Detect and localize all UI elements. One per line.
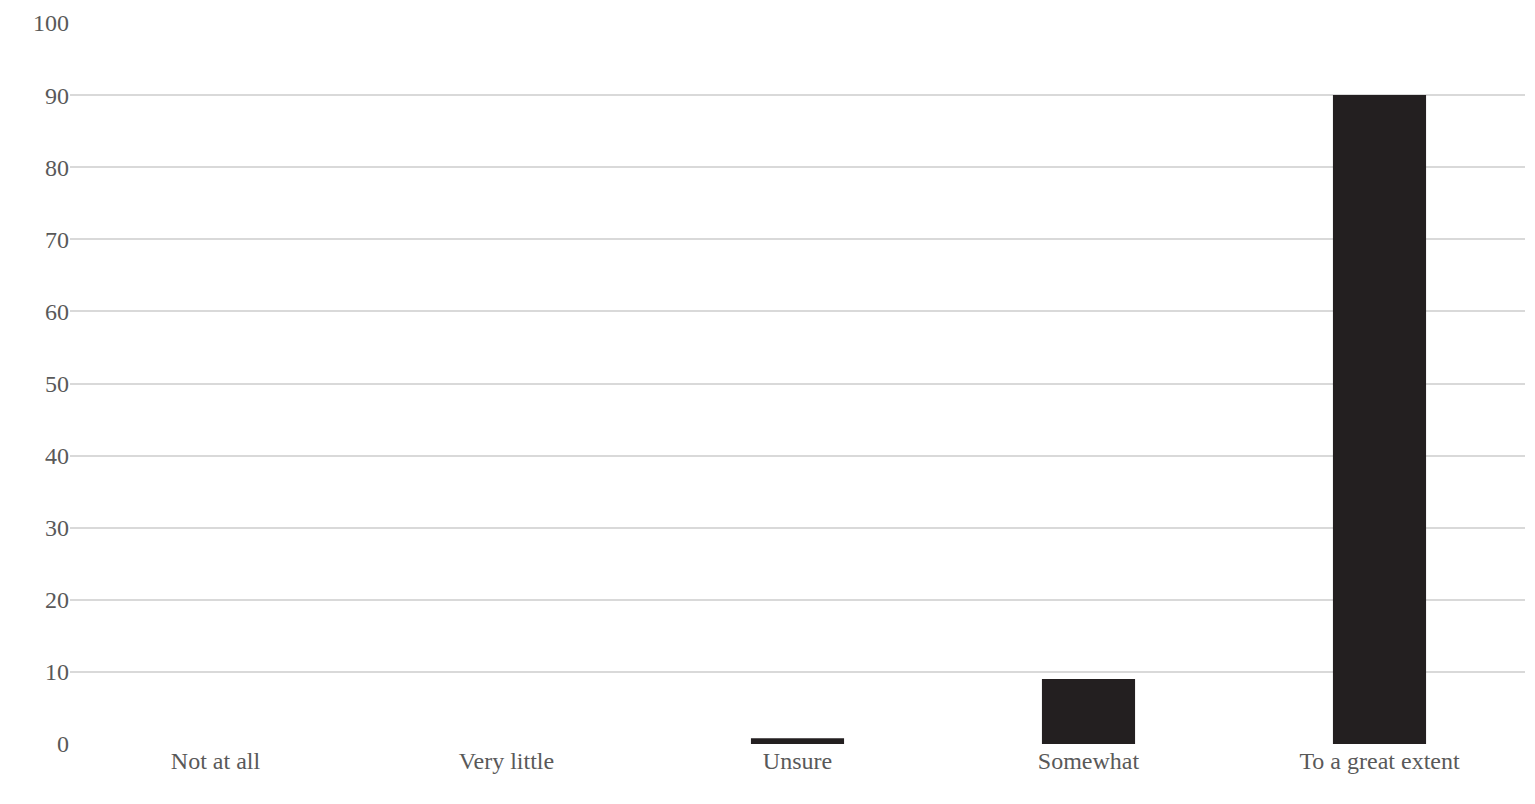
svg-text:Not at all: Not at all	[171, 748, 261, 774]
svg-text:90: 90	[45, 83, 69, 109]
svg-text:80: 80	[45, 155, 69, 181]
svg-text:20: 20	[45, 587, 69, 613]
svg-text:60: 60	[45, 299, 69, 325]
svg-text:10: 10	[45, 659, 69, 685]
svg-text:100: 100	[33, 10, 69, 36]
svg-text:Very little: Very little	[459, 748, 554, 774]
svg-text:To a great extent: To a great extent	[1299, 748, 1460, 774]
svg-text:Somewhat: Somewhat	[1038, 748, 1140, 774]
svg-text:0: 0	[57, 731, 69, 757]
svg-text:30: 30	[45, 515, 69, 541]
svg-text:Unsure: Unsure	[763, 748, 832, 774]
svg-text:40: 40	[45, 443, 69, 469]
svg-text:50: 50	[45, 371, 69, 397]
svg-text:70: 70	[45, 227, 69, 253]
